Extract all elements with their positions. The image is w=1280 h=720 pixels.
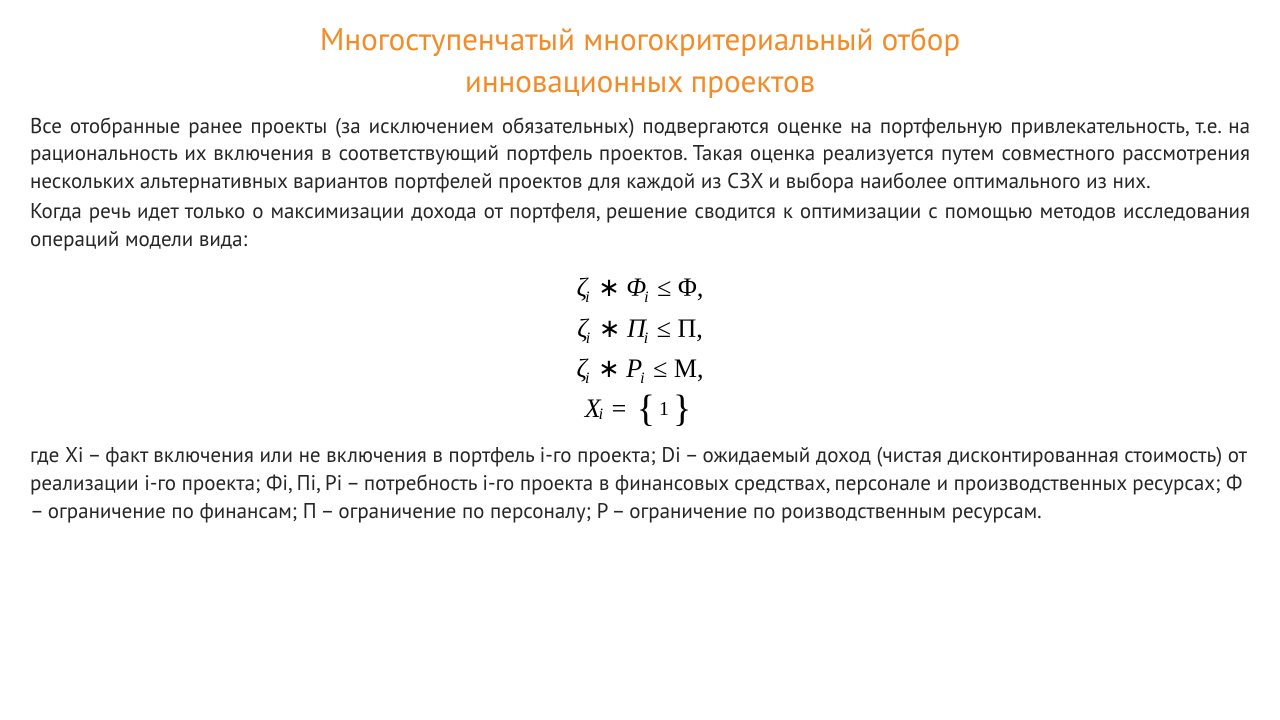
formula-block: ζi ∗ Φi ≤ Φ, ζi ∗ Πi ≤ Π, ζi ∗ Pi ≤ M, X… [30, 254, 1250, 435]
slide-title: Многоступенчатый многокритериальный отбо… [30, 18, 1250, 102]
formula-row-4: Xi = { 1 } [585, 389, 696, 429]
paragraph-1: Все отобранные ранее проекты (за исключе… [30, 112, 1250, 195]
formula-row-1: ζi ∗ Φi ≤ Φ, [30, 268, 1250, 308]
formula-row-3: ζi ∗ Pi ≤ M, [30, 349, 1250, 389]
title-line-1: Многоступенчатый многокритериальный отбо… [320, 18, 960, 59]
title-line-2: инновационных проектов [465, 60, 815, 101]
definitions-paragraph: где Xi – факт включения или не включения… [30, 441, 1250, 524]
paragraph-2: Когда речь идет только о максимизации до… [30, 197, 1250, 252]
brace-options: 1 [659, 399, 669, 420]
formula-row-2: ζi ∗ Πi ≤ Π, [30, 309, 1250, 349]
slide: Многоступенчатый многокритериальный отбо… [0, 0, 1280, 720]
right-brace-icon: } [669, 394, 695, 424]
left-brace-icon: { [633, 394, 659, 424]
